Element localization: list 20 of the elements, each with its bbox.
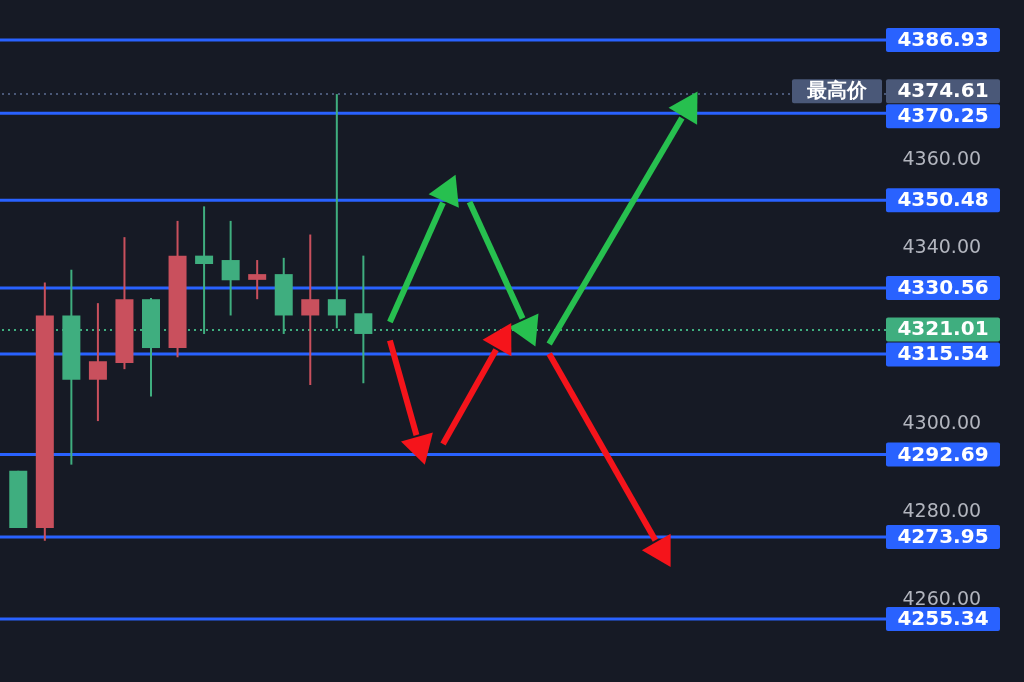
y-tick-label: 4360.00	[902, 146, 982, 169]
candlestick	[248, 259, 267, 301]
y-tick-label: 4280.00	[902, 498, 982, 521]
candlestick	[221, 219, 240, 317]
ref-line-label: 4386.93	[897, 26, 989, 51]
ref-line-label: 4273.95	[897, 524, 989, 549]
ref-line-label: 4330.56	[897, 274, 989, 299]
ref-line-label: 4292.69	[897, 441, 989, 466]
ref-line-label: 4370.25	[897, 103, 989, 128]
ref-line-label: 4374.61	[897, 78, 989, 103]
y-tick-label: 4340.00	[902, 234, 982, 257]
candlestick	[354, 254, 373, 385]
ref-line-label: 4350.48	[897, 187, 989, 212]
ref-line-label: 4321.01	[897, 316, 989, 341]
ref-line-label: 4315.54	[897, 341, 989, 366]
annotation: 最高价	[806, 78, 868, 103]
candlestick	[327, 93, 346, 330]
candlestick	[88, 302, 107, 423]
y-tick-label: 4300.00	[902, 410, 982, 433]
candlestick	[301, 233, 320, 386]
